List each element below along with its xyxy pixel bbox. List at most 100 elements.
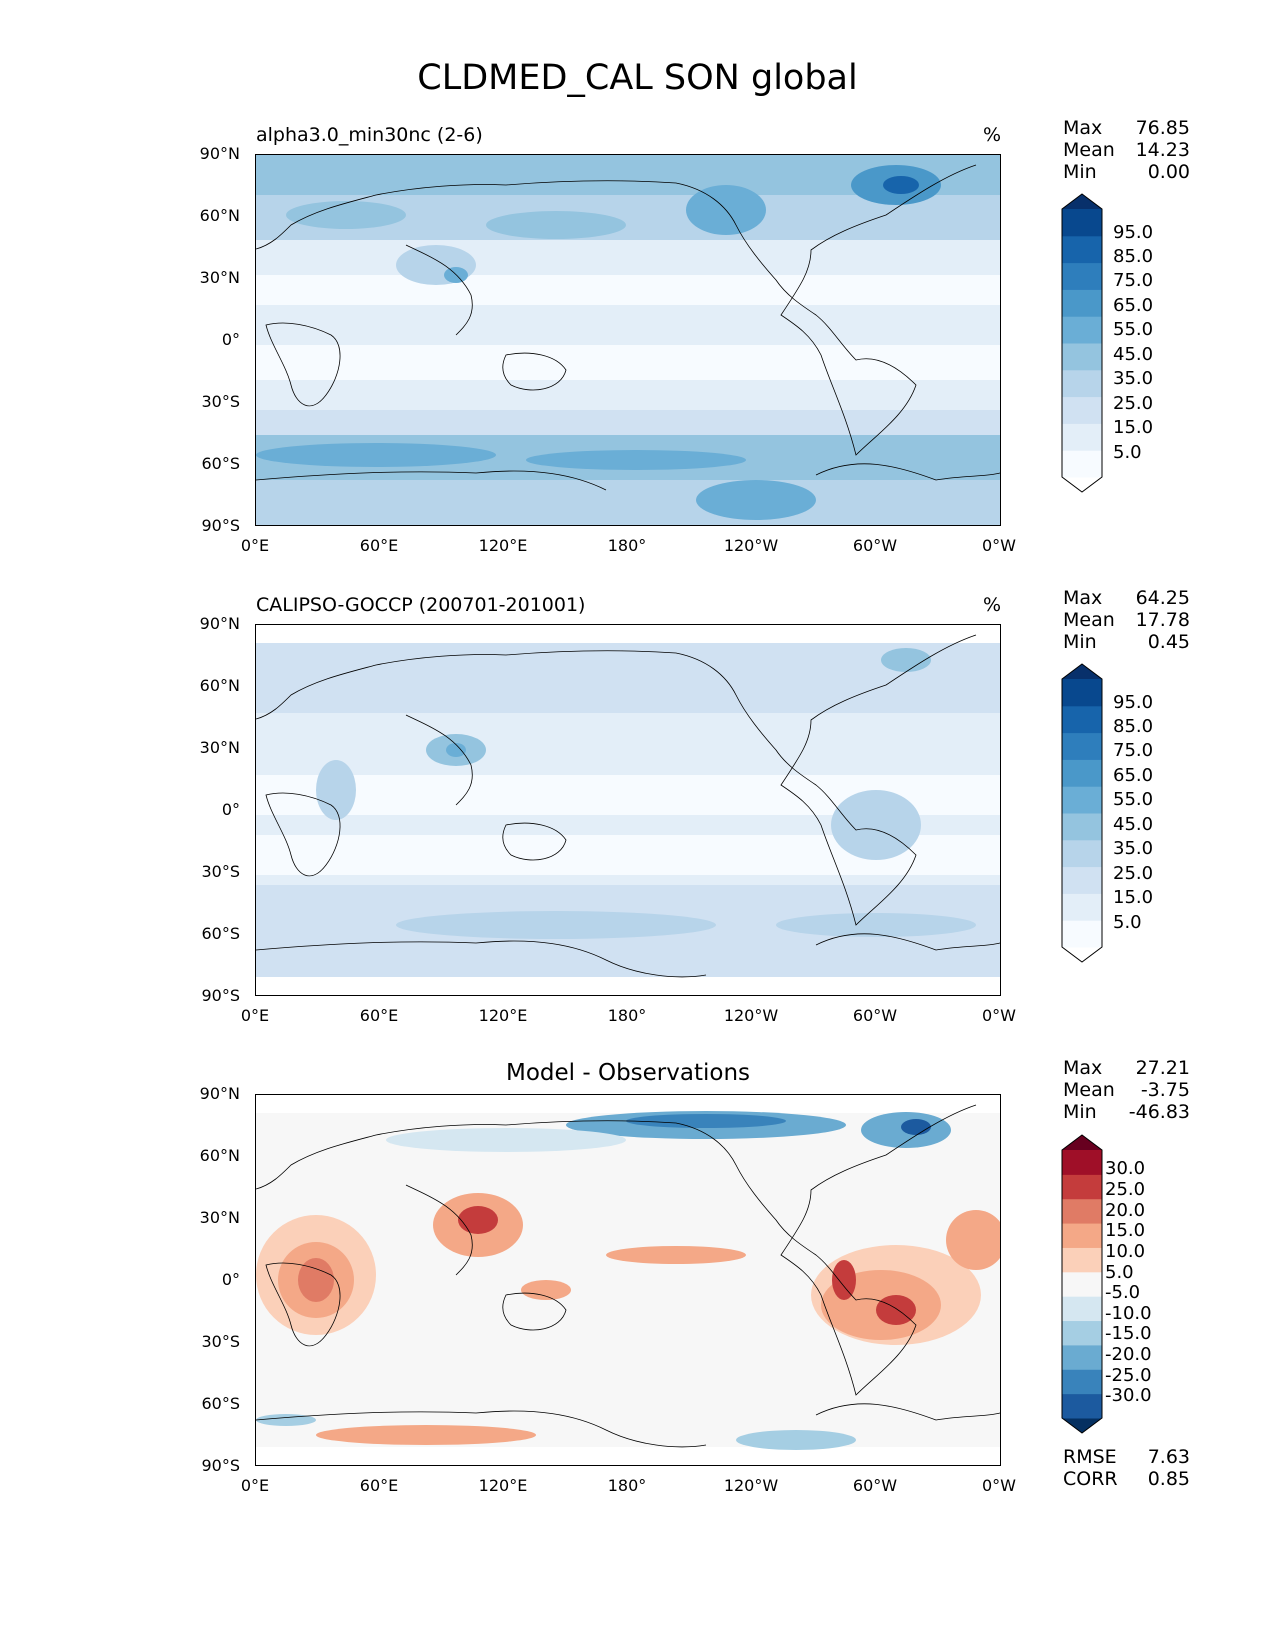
p3-xtick-5: 60°W: [852, 1476, 898, 1495]
colorbar-segment: [1062, 1174, 1102, 1200]
p3-stat-rmse-label: RMSE: [1063, 1446, 1117, 1468]
panel-1-title: alpha3.0_min30nc (2-6): [256, 124, 483, 146]
panel-3-title: Model - Observations: [505, 1060, 750, 1086]
p2-stat-max-label: Max: [1063, 587, 1103, 609]
p3-xtick-4: 120°W: [723, 1476, 779, 1495]
colorbar-segment: [1062, 1247, 1102, 1273]
p1-cb-label-6: 35.0: [1113, 368, 1154, 389]
colorbar-segment: [1062, 423, 1102, 451]
p2-cb-label-4: 55.0: [1113, 789, 1154, 810]
p1-ytick-0: 90°N: [199, 144, 240, 163]
p3-cb-label-9: -20.0: [1105, 1344, 1152, 1365]
colorbar-segment: [1062, 1320, 1102, 1346]
colorbar-segment: [1062, 813, 1102, 841]
p3-stat-max-value: 27.21: [1135, 1057, 1190, 1079]
p3-cb-label-10: -25.0: [1105, 1365, 1152, 1386]
p3-stat-mean-label: Mean: [1063, 1079, 1115, 1101]
p1-stat-min-value: 0.00: [1147, 161, 1190, 183]
p3-stat-max-label: Max: [1063, 1057, 1103, 1079]
panel-1-map-svg: [256, 155, 1000, 525]
colorbar-segment: [1062, 450, 1102, 478]
p1-stat-max-value: 76.85: [1135, 117, 1190, 139]
p2-cb-label-7: 25.0: [1113, 863, 1154, 884]
colorbar-segment: [1062, 316, 1102, 344]
p3-ytick-6: 90°S: [201, 1456, 240, 1475]
p1-ytick-5: 60°S: [201, 454, 240, 473]
p2-cb-label-0: 95.0: [1113, 692, 1154, 713]
colorbar-extend-min: [1062, 477, 1102, 492]
p3-cb-label-8: -15.0: [1105, 1323, 1152, 1344]
p2-ytick-5: 60°S: [201, 924, 240, 943]
p3-cb-label-6: -5.0: [1105, 1282, 1141, 1303]
p2-xtick-0: 0°E: [240, 1006, 270, 1025]
p3-ytick-2: 30°N: [199, 1208, 240, 1227]
p2-xtick-2: 120°E: [478, 1006, 528, 1025]
colorbar-outline: [1061, 193, 1103, 493]
p1-xtick-0: 0°E: [240, 536, 270, 555]
colorbar-extend-max: [1062, 194, 1102, 209]
p3-ytick-3: 0°: [221, 1270, 240, 1289]
p1-xtick-5: 60°W: [852, 536, 898, 555]
p2-stat-mean-label: Mean: [1063, 609, 1115, 631]
panel-1-colorbar: [1061, 193, 1103, 493]
p3-stat-corr-label: CORR: [1063, 1468, 1118, 1490]
colorbar-segment: [1062, 343, 1102, 371]
p2-cb-label-9: 5.0: [1113, 912, 1142, 933]
colorbar-segment: [1062, 1296, 1102, 1322]
p1-cb-label-4: 55.0: [1113, 319, 1154, 340]
p2-stat-max-value: 64.25: [1135, 587, 1190, 609]
p3-stat-mean-value: -3.75: [1140, 1079, 1190, 1101]
p1-ytick-2: 30°N: [199, 268, 240, 287]
p1-cb-label-5: 45.0: [1113, 344, 1154, 365]
colorbar-outline: [1061, 663, 1103, 963]
p2-xtick-4: 120°W: [723, 1006, 779, 1025]
colorbar-extend-min: [1062, 1418, 1102, 1433]
colorbar-extend-max: [1062, 664, 1102, 679]
p2-stat-min-label: Min: [1063, 631, 1097, 653]
p1-ytick-1: 60°N: [199, 206, 240, 225]
p3-stat-rmse-value: 7.63: [1147, 1446, 1190, 1468]
p1-xtick-2: 120°E: [478, 536, 528, 555]
colorbar-segment: [1062, 759, 1102, 787]
p3-stat-min-value: -46.83: [1128, 1101, 1190, 1123]
p3-xtick-3: 180°: [607, 1476, 647, 1495]
colorbar-segment: [1062, 679, 1102, 707]
colorbar-segment: [1062, 1271, 1102, 1297]
p2-ytick-1: 60°N: [199, 676, 240, 695]
panel-2-map-svg: [256, 625, 1000, 995]
p3-cb-label-0: 30.0: [1105, 1158, 1146, 1179]
p3-xtick-1: 60°E: [359, 1476, 399, 1495]
p1-cb-label-8: 15.0: [1113, 417, 1154, 438]
p3-stat-min-label: Min: [1063, 1101, 1097, 1123]
p1-cb-label-0: 95.0: [1113, 222, 1154, 243]
colorbar-segment: [1062, 786, 1102, 814]
p2-cb-label-2: 75.0: [1113, 740, 1154, 761]
p3-ytick-0: 90°N: [199, 1084, 240, 1103]
p1-cb-label-7: 25.0: [1113, 393, 1154, 414]
panel-3-map-svg: [256, 1095, 1000, 1465]
colorbar-segment: [1062, 893, 1102, 921]
p3-xtick-0: 0°E: [240, 1476, 270, 1495]
panel-3-colorbar: [1061, 1134, 1103, 1434]
p3-stat-corr-value: 0.85: [1147, 1468, 1190, 1490]
p1-ytick-6: 90°S: [201, 516, 240, 535]
p2-stat-mean-value: 17.78: [1135, 609, 1190, 631]
p1-xtick-1: 60°E: [359, 536, 399, 555]
panel-2-colorbar: [1061, 663, 1103, 963]
p2-xtick-5: 60°W: [852, 1006, 898, 1025]
p1-stat-mean-value: 14.23: [1135, 139, 1190, 161]
p3-ytick-5: 60°S: [201, 1394, 240, 1413]
colorbar-segment: [1062, 369, 1102, 398]
p3-xtick-6: 0°W: [982, 1476, 1016, 1495]
colorbar-segment: [1062, 920, 1102, 948]
panel-3-map: [255, 1094, 1001, 1466]
colorbar-segment: [1062, 289, 1102, 317]
p3-xtick-2: 120°E: [478, 1476, 528, 1495]
p1-xtick-4: 120°W: [723, 536, 779, 555]
p1-stat-min-label: Min: [1063, 161, 1097, 183]
p3-cb-label-4: 10.0: [1105, 1241, 1146, 1262]
panel-2-map: [255, 624, 1001, 996]
panel-1-map: [255, 154, 1001, 526]
p1-cb-label-3: 65.0: [1113, 295, 1154, 316]
colorbar-segment: [1062, 866, 1102, 894]
